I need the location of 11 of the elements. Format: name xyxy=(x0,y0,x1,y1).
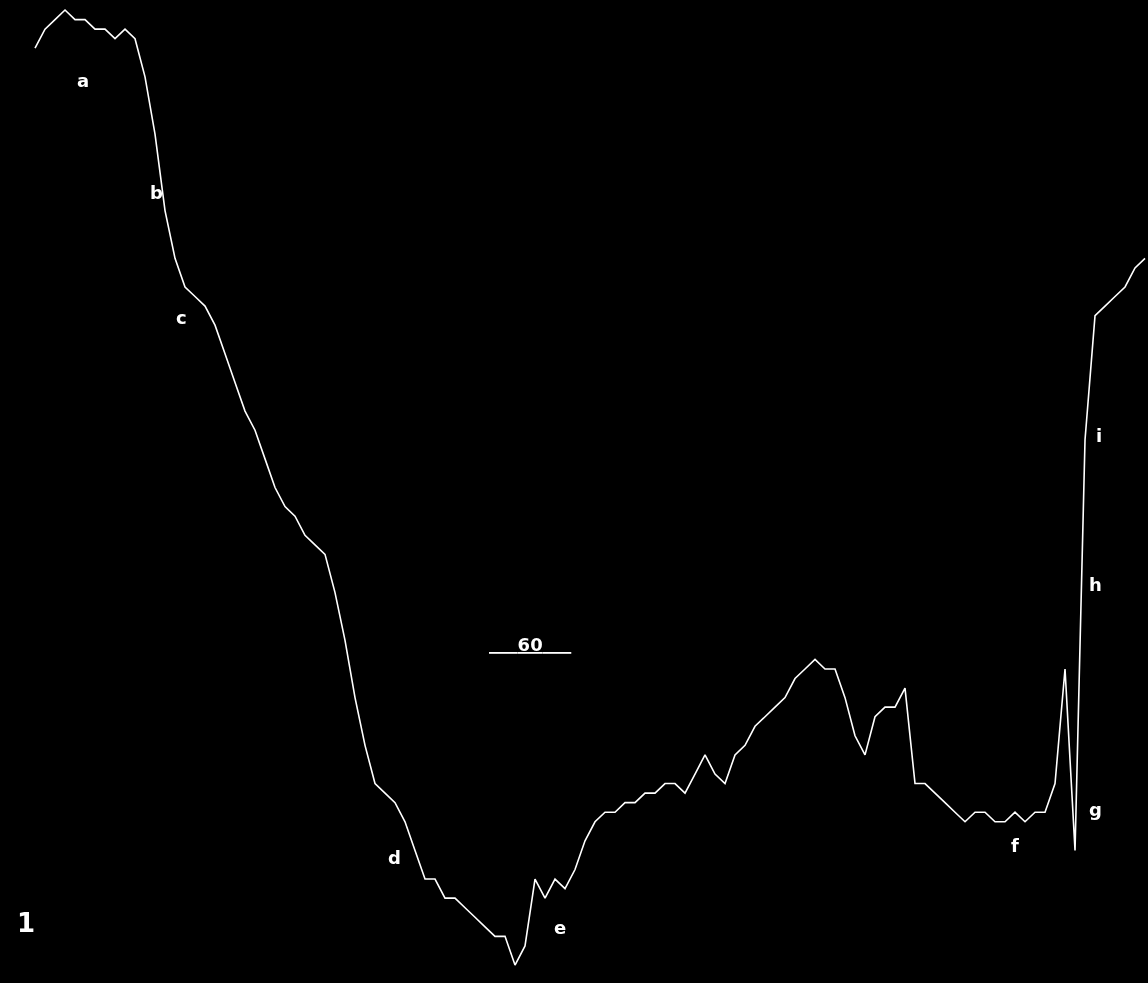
annotation: c xyxy=(176,307,187,328)
annotation: e xyxy=(554,917,567,938)
annotation: 60 xyxy=(517,634,543,655)
annotation: f xyxy=(1011,835,1019,856)
annotation: b xyxy=(150,182,163,203)
annotation: i xyxy=(1096,425,1103,446)
annotation: h xyxy=(1089,574,1102,595)
annotation: g xyxy=(1089,799,1102,820)
annotation: a xyxy=(77,70,90,91)
annotation: 1 xyxy=(17,908,36,938)
annotation: d xyxy=(388,847,401,868)
